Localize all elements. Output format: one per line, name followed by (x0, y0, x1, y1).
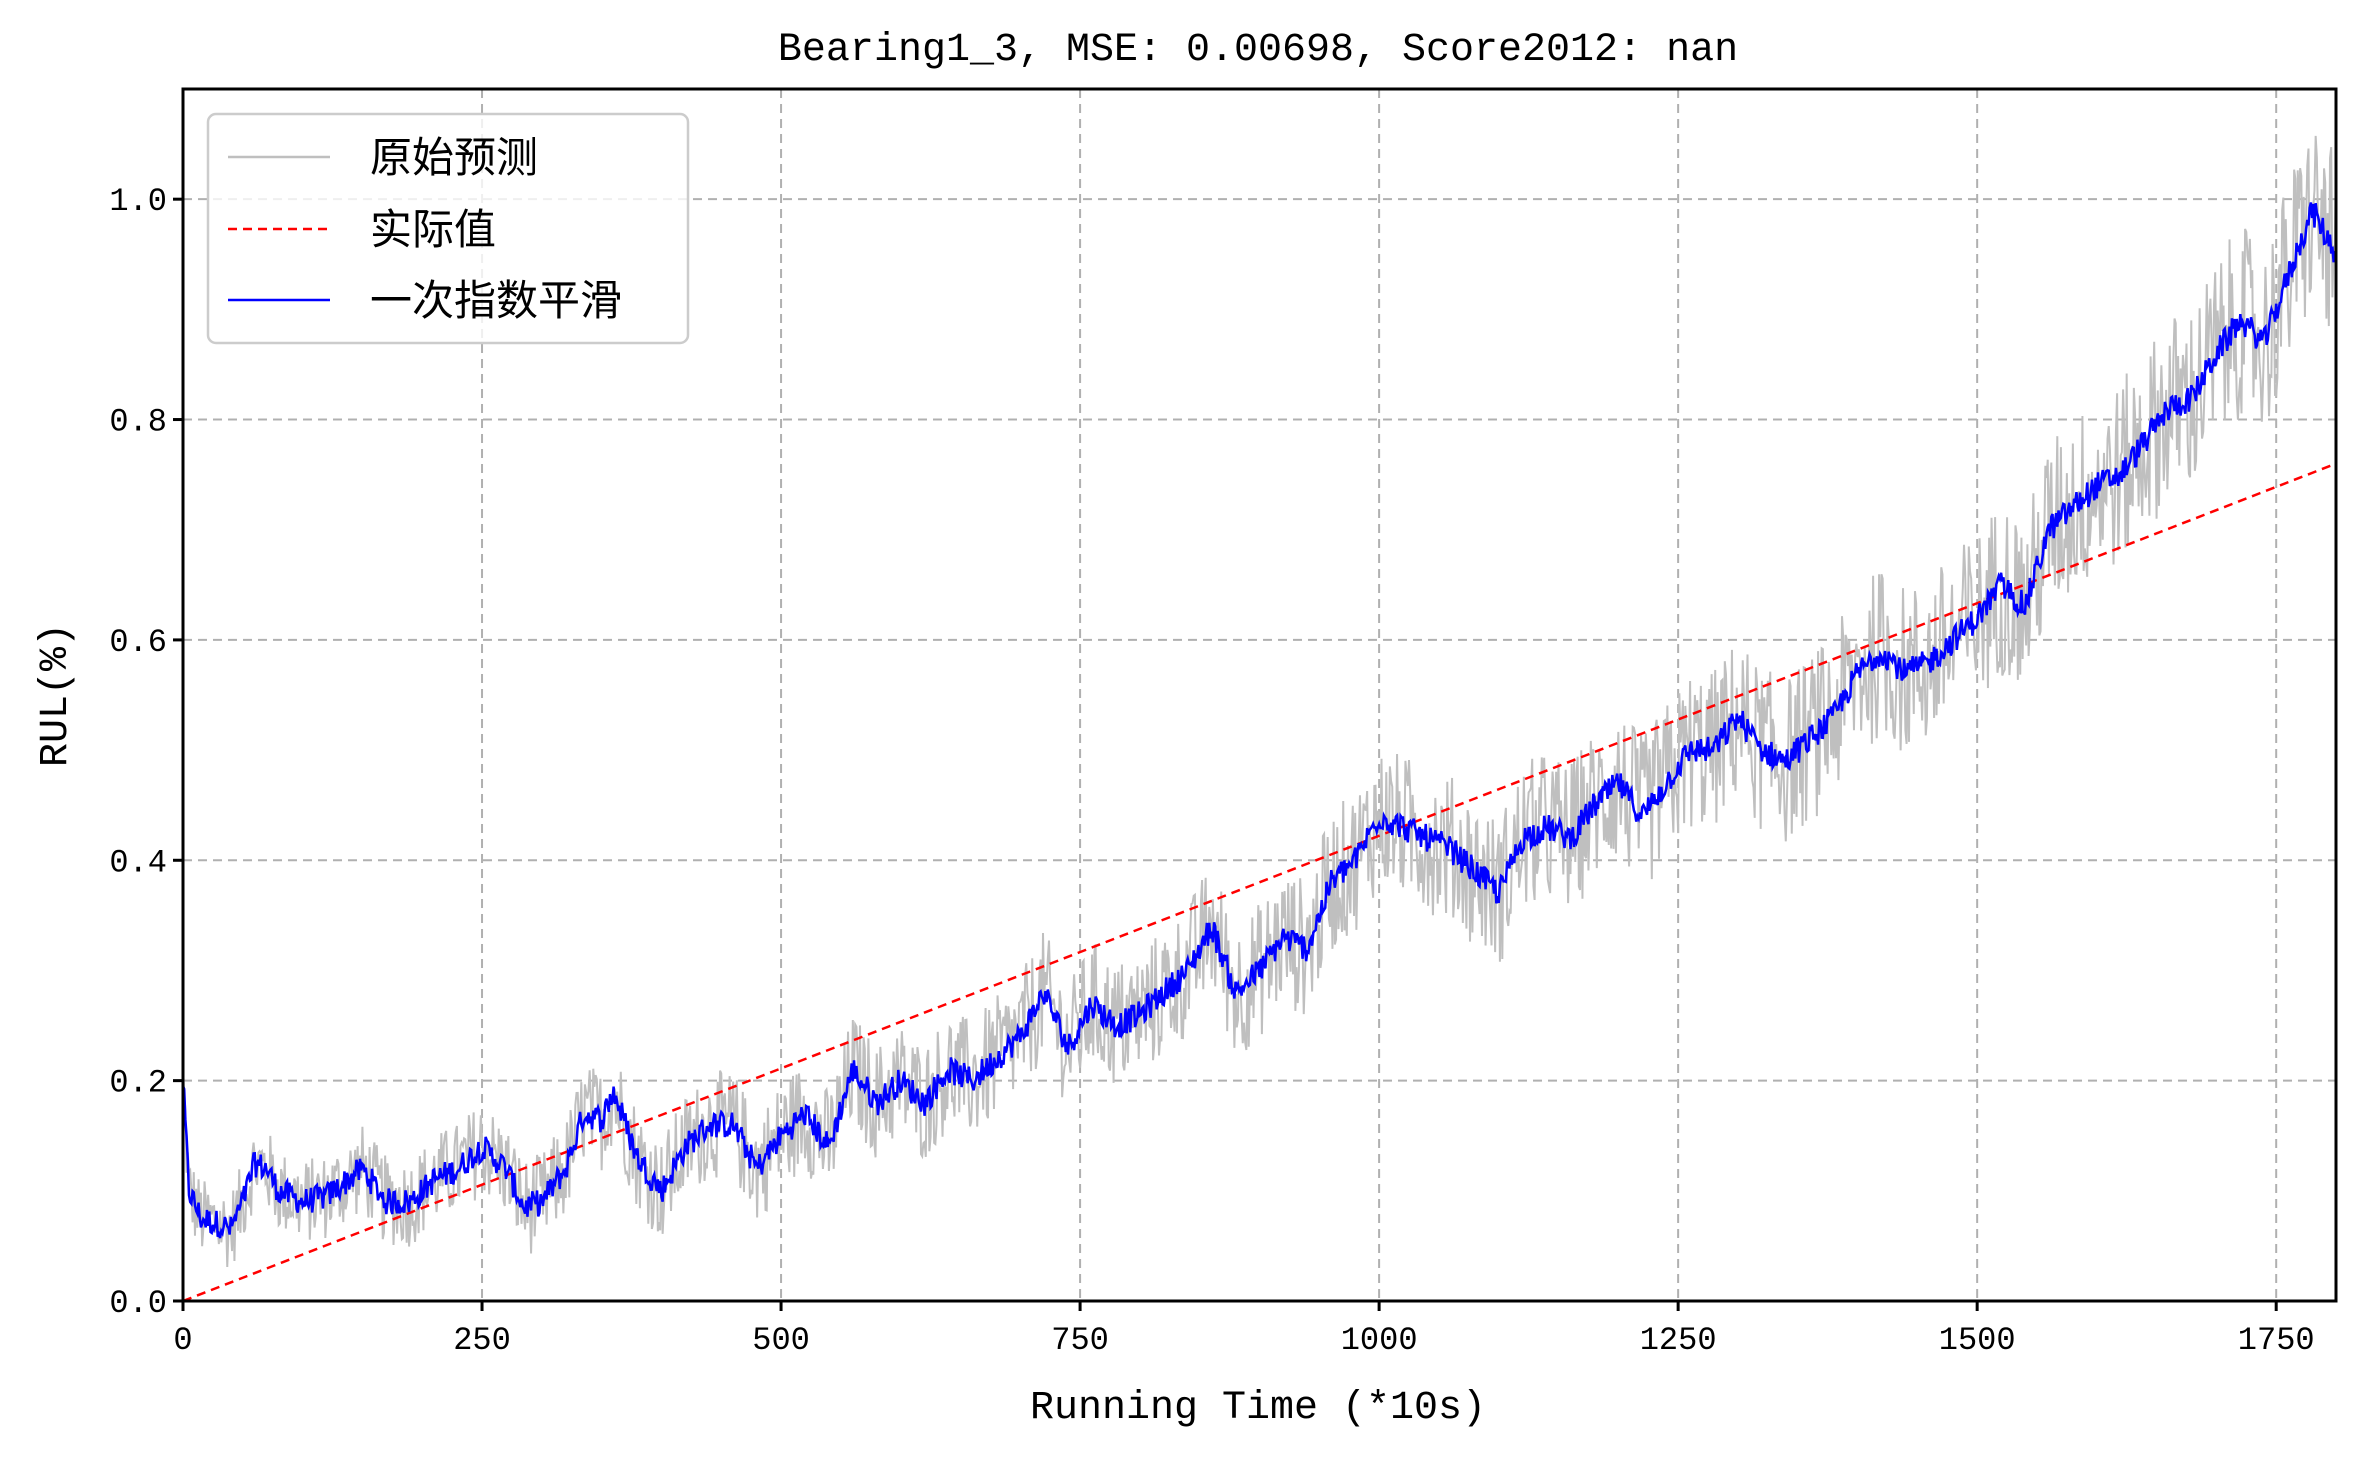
x-tick-label: 750 (1051, 1322, 1109, 1359)
legend: 原始预测 实际值 一次指数平滑 (206, 112, 690, 345)
x-tick-label: 1000 (1341, 1322, 1418, 1359)
x-tick-label: 1750 (2238, 1322, 2315, 1359)
y-tick-label: 0.2 (109, 1065, 167, 1102)
plot-series (181, 135, 2337, 1303)
legend-raw-label: 原始预测 (370, 133, 538, 182)
legend-box (206, 112, 690, 345)
smoothed-line (181, 202, 2337, 1239)
chart-title: Bearing1_3, MSE: 0.00698, Score2012: nan (778, 28, 1738, 73)
y-tick-label: 0.8 (109, 404, 167, 441)
x-axis-ticks: 0 250 500 750 1000 1250 1500 1750 (173, 1301, 2315, 1359)
x-tick-label: 500 (752, 1322, 810, 1359)
actual-value-line (182, 462, 2337, 1303)
plot-frame (181, 87, 2338, 1303)
y-axis-label: RUL(%) (34, 623, 79, 767)
legend-smooth-label: 一次指数平滑 (370, 276, 622, 325)
x-tick-label: 0 (173, 1322, 192, 1359)
x-tick-label: 250 (453, 1322, 511, 1359)
y-axis-ticks: 0.0 0.2 0.4 0.6 0.8 1.0 (109, 183, 183, 1322)
y-tick-label: 0.6 (109, 624, 167, 661)
x-tick-label: 1250 (1640, 1322, 1717, 1359)
legend-actual-label: 实际值 (370, 205, 496, 254)
y-tick-label: 1.0 (109, 183, 167, 220)
grid-lines (183, 89, 2336, 1301)
y-tick-label: 0.0 (109, 1285, 167, 1322)
x-axis-label: Running Time (*10s) (1030, 1386, 1486, 1431)
x-tick-label: 1500 (1939, 1322, 2016, 1359)
y-tick-label: 0.4 (109, 844, 167, 881)
